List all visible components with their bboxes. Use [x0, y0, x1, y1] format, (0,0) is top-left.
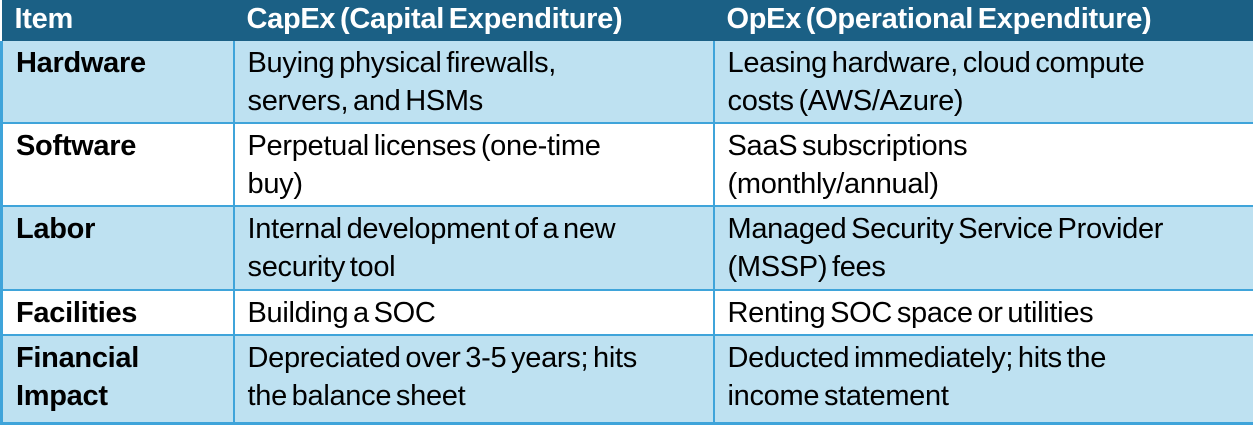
item-cell: Software	[2, 123, 234, 206]
opex-cell: SaaS subscriptions (monthly/annual)	[714, 123, 1253, 206]
item-cell: Financial Impact	[2, 335, 234, 423]
table-row-hardware: Hardware Buying physical firewalls, serv…	[2, 41, 1253, 123]
table-body: Hardware Buying physical firewalls, serv…	[2, 41, 1253, 423]
table-row-facilities: Facilities Building a SOC Renting SOC sp…	[2, 290, 1253, 335]
opex-cell: Managed Security Service Provider (MSSP)…	[714, 206, 1253, 290]
table-header: Item CapEx (Capital Expenditure) OpEx (O…	[2, 0, 1253, 41]
capex-cell: Buying physical firewalls, servers, and …	[234, 41, 714, 123]
column-header-opex: OpEx (Operational Expenditure)	[714, 0, 1253, 41]
column-header-capex: CapEx (Capital Expenditure)	[234, 0, 714, 41]
capex-cell: Perpetual licenses (one-time buy)	[234, 123, 714, 206]
capex-cell: Depreciated over 3-5 years; hits the bal…	[234, 335, 714, 423]
capex-cell: Internal development of a new security t…	[234, 206, 714, 290]
header-row: Item CapEx (Capital Expenditure) OpEx (O…	[2, 0, 1253, 41]
opex-cell: Deducted immediately; hits the income st…	[714, 335, 1253, 423]
column-header-item: Item	[2, 0, 234, 41]
opex-cell: Leasing hardware, cloud compute costs (A…	[714, 41, 1253, 123]
item-cell: Labor	[2, 206, 234, 290]
opex-cell: Renting SOC space or utilities	[714, 290, 1253, 335]
table-row-labor: Labor Internal development of a new secu…	[2, 206, 1253, 290]
capex-cell: Building a SOC	[234, 290, 714, 335]
item-cell: Facilities	[2, 290, 234, 335]
item-cell: Hardware	[2, 41, 234, 123]
table-row-software: Software Perpetual licenses (one-time bu…	[2, 123, 1253, 206]
table-row-financial-impact: Financial Impact Depreciated over 3-5 ye…	[2, 335, 1253, 423]
